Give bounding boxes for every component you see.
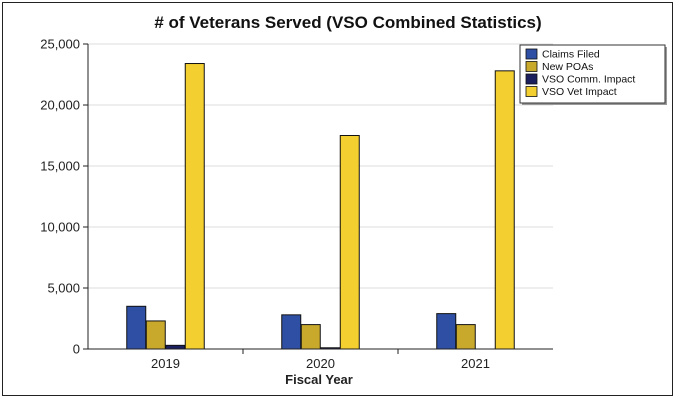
y-tick-label: 5,000 <box>47 281 80 296</box>
y-tick-label: 0 <box>73 342 80 357</box>
bar <box>126 305 147 350</box>
axes <box>83 43 553 354</box>
bar <box>455 324 476 350</box>
bar <box>145 320 166 350</box>
y-tick-label: 20,000 <box>40 98 80 113</box>
bar <box>281 314 302 350</box>
x-tick-label: 2021 <box>461 356 490 371</box>
legend-label: Claims Filed <box>542 49 600 61</box>
chart-title: # of Veterans Served (VSO Combined Stati… <box>154 13 541 32</box>
y-tick-label: 15,000 <box>40 159 80 174</box>
legend-swatch <box>525 48 538 60</box>
y-tick-label: 10,000 <box>40 220 80 235</box>
bar <box>184 63 205 350</box>
legend-swatch <box>525 86 538 97</box>
legend-swatch <box>525 73 538 85</box>
gridlines <box>88 43 553 289</box>
legend-box <box>519 44 666 104</box>
legend-label: New POAs <box>542 61 593 73</box>
legend-swatch <box>525 61 538 72</box>
x-tick-labels: 2019 2020 2021 <box>151 356 490 371</box>
bar <box>339 135 360 350</box>
legend-label: VSO Comm. Impact <box>542 74 635 86</box>
y-tick-labels: 0 5,000 10,000 15,000 20,000 25,000 <box>40 37 80 357</box>
bars <box>126 63 515 350</box>
bar <box>494 70 515 350</box>
legend-label: VSO Vet Impact <box>542 86 617 98</box>
x-axis-label: Fiscal Year <box>285 372 353 387</box>
x-tick-label: 2019 <box>151 356 180 371</box>
y-tick-label: 25,000 <box>40 37 80 52</box>
x-tick-label: 2020 <box>306 356 335 371</box>
bar <box>300 324 321 350</box>
bar <box>436 313 457 350</box>
bar <box>165 344 186 350</box>
